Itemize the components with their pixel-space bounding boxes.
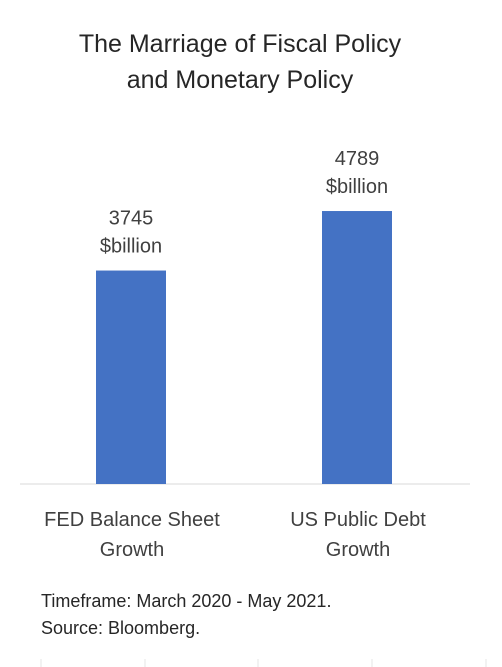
data-label-1-line-2: $billion [100, 236, 162, 258]
category-label-2-line-1: US Public Debt [290, 509, 426, 531]
chart-footnote: Timeframe: March 2020 - May 2021. Source… [41, 588, 331, 642]
chart-title: The Marriage of Fiscal Policy and Moneta… [0, 26, 480, 98]
data-label-2-line-1: 4789 [335, 148, 380, 170]
source-note: Source: Bloomberg. [41, 618, 201, 638]
chart-title-line-2: and Monetary Policy [126, 66, 354, 94]
bar-1 [96, 270, 166, 484]
category-label-2-line-2: Growth [326, 539, 390, 561]
data-label-2-line-2: $billion [326, 176, 388, 198]
chart-title-line-1: The Marriage of Fiscal Policy [78, 30, 402, 58]
bar-2 [322, 211, 392, 485]
timeframe-note: Timeframe: March 2020 - May 2021. [41, 591, 332, 611]
category-label-1-line-2: Growth [100, 539, 164, 561]
data-label-1-line-1: 3745 [109, 208, 154, 230]
category-label-1-line-1: FED Balance Sheet [44, 509, 220, 531]
